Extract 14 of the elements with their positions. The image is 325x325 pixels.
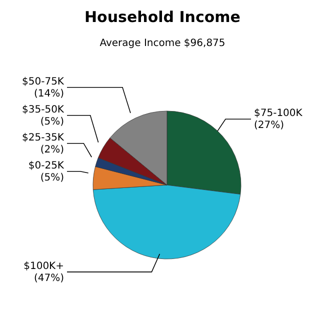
chart-subtitle: Average Income $96,875 xyxy=(100,38,226,49)
data-label: (5%) xyxy=(40,116,64,128)
slice-label: $25-35K xyxy=(22,132,64,144)
data-label: (47%) xyxy=(34,272,64,284)
data-label: (14%) xyxy=(34,88,64,100)
slice-label: $0-25K xyxy=(28,160,64,172)
slice-label: $50-75K xyxy=(22,76,64,88)
data-label: (2%) xyxy=(40,144,64,156)
slice-label: $100K+ xyxy=(24,260,64,272)
data-label: (27%) xyxy=(254,120,284,132)
slice-label: $75-100K xyxy=(254,108,303,120)
data-label: (5%) xyxy=(40,172,64,184)
slice-label: $35-50K xyxy=(22,104,64,116)
chart-title: Household Income xyxy=(84,8,240,26)
